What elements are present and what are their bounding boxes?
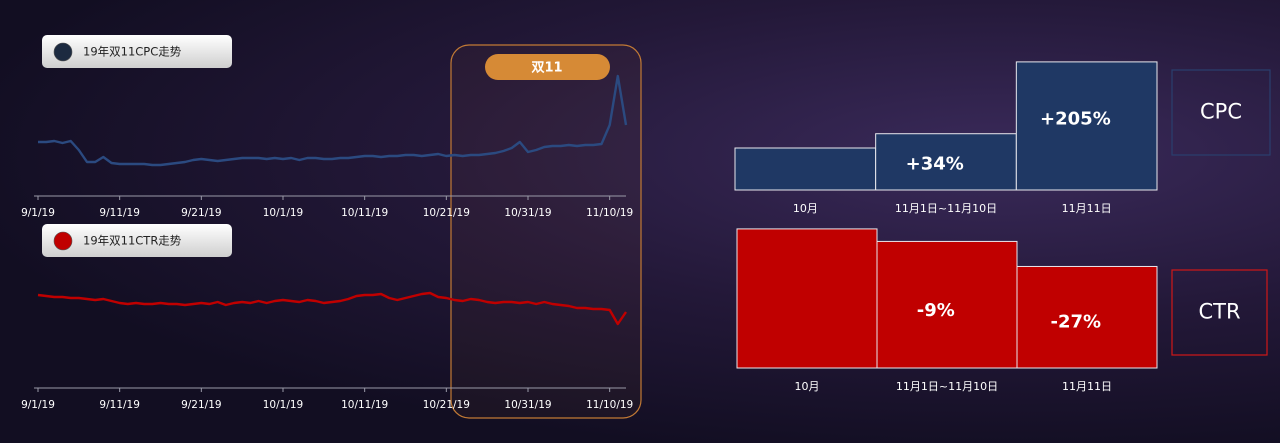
- x-tick-label: 9/11/19: [99, 399, 139, 411]
- metric-title: CPC: [1200, 100, 1242, 124]
- x-tick-label: 10/21/19: [423, 207, 470, 219]
- legend-label: 19年双11CTR走势: [83, 234, 182, 248]
- category-label: 11月1日~11月10日: [895, 202, 997, 215]
- bar-annotation: -27%: [1051, 311, 1102, 332]
- legend-dot: [53, 42, 73, 62]
- highlight-label: 双11: [531, 61, 562, 76]
- x-tick-label: 9/1/19: [21, 399, 55, 411]
- x-tick-label: 10/11/19: [341, 399, 388, 411]
- bar: [1015, 61, 1158, 191]
- x-tick-label: 10/1/19: [263, 207, 303, 219]
- series-line: [38, 74, 628, 167]
- x-tick-label: 9/1/19: [21, 207, 55, 219]
- category-label: 11月11日: [1062, 202, 1112, 215]
- x-tick-label: 10/1/19: [263, 399, 303, 411]
- x-tick-label: 10/11/19: [341, 207, 388, 219]
- x-tick-label: 9/11/19: [99, 207, 139, 219]
- highlight-box: [450, 44, 642, 419]
- x-tick-label: 9/21/19: [181, 207, 221, 219]
- bar-annotation: -9%: [917, 300, 955, 321]
- metric-box: [1171, 269, 1268, 356]
- series-line: [37, 291, 627, 326]
- x-tick-label: 11/10/19: [586, 207, 633, 219]
- bar: [1016, 265, 1158, 369]
- x-tick-label: 11/10/19: [586, 399, 633, 411]
- x-tick-label: 10/21/19: [423, 399, 470, 411]
- bar: [734, 147, 877, 191]
- legend-pill: [42, 35, 232, 68]
- x-tick-label: 10/31/19: [504, 207, 551, 219]
- bar-annotation: +34%: [906, 154, 964, 175]
- highlight-pill: [485, 54, 610, 80]
- x-tick-label: 9/21/19: [181, 399, 221, 411]
- bar: [736, 228, 878, 369]
- x-tick-label: 10/31/19: [504, 399, 551, 411]
- category-label: 10月: [795, 380, 820, 393]
- category-label: 11月11日: [1062, 380, 1112, 393]
- legend-label: 19年双11CPC走势: [83, 45, 182, 59]
- legend-dot: [53, 231, 73, 251]
- legend-pill: [42, 224, 232, 257]
- metric-box: [1171, 69, 1271, 156]
- category-label: 11月1日~11月10日: [896, 380, 998, 393]
- category-label: 10月: [793, 202, 818, 215]
- bar: [876, 240, 1018, 369]
- bar: [875, 133, 1017, 191]
- bar-annotation: +205%: [1040, 109, 1111, 130]
- metric-title: CTR: [1198, 300, 1240, 324]
